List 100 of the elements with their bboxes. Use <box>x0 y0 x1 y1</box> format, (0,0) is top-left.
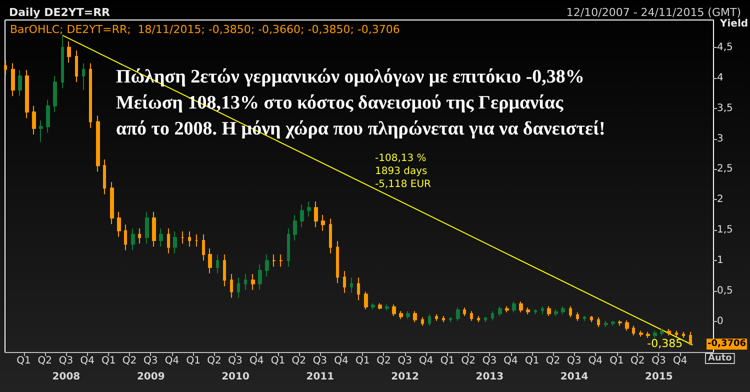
x-tick-label: Q2 <box>292 356 306 366</box>
candlestick <box>526 307 530 315</box>
x-tick-label: Q1 <box>525 356 540 366</box>
candlestick <box>167 228 170 254</box>
candlestick <box>392 304 396 317</box>
candlestick <box>378 302 382 310</box>
candlestick <box>216 254 219 274</box>
candlestick <box>258 264 262 290</box>
text: Auto <box>708 354 732 364</box>
candlestick <box>534 308 537 315</box>
x-tick-label: Q4 <box>588 356 603 366</box>
candlestick <box>667 328 671 336</box>
x-tick-label: Q2 <box>122 356 137 366</box>
x2-tick-label: 2015 <box>645 372 673 382</box>
y-tick-label: 1,5 <box>717 224 733 236</box>
x-tick-label: Q3 <box>652 356 666 366</box>
candlestick <box>124 224 127 251</box>
candlestick <box>307 201 311 218</box>
candlestick <box>195 234 198 248</box>
x-tick-label: Q1 <box>102 356 116 366</box>
x-tick-label: Q2 <box>376 356 391 366</box>
x-tick-label: Q2 <box>630 356 645 366</box>
x-tick-label: Q1 <box>270 356 286 366</box>
x2-tick-label: 2008 <box>52 372 80 382</box>
candlestick <box>625 320 629 332</box>
candlestick <box>364 291 368 310</box>
candlestick <box>449 316 452 323</box>
candlestick <box>279 254 283 268</box>
candlestick <box>561 306 565 315</box>
x-tick-label: Q3 <box>144 356 158 366</box>
candlestick <box>89 62 92 128</box>
candlestick <box>428 314 431 326</box>
x-tick-label: Q3 <box>312 356 328 366</box>
candlestick <box>18 69 22 97</box>
x-tick-label: Q3 <box>482 356 497 366</box>
candlestick <box>435 314 438 322</box>
x-tick-label: Q1 <box>610 356 624 366</box>
candlestick <box>4 59 7 76</box>
candlestick <box>675 330 678 338</box>
candlestick <box>406 310 410 320</box>
y-tick-label: 1 <box>717 255 724 266</box>
candlestick <box>152 211 156 248</box>
x-tick-label: Q2 <box>207 356 222 366</box>
y-tick-label: 0 <box>717 316 724 328</box>
candlestick <box>159 228 163 248</box>
candlestick <box>336 240 339 284</box>
x2-tick-label: 2012 <box>391 372 419 382</box>
candlestick <box>583 316 586 322</box>
candlestick <box>272 254 276 268</box>
candlestick <box>505 306 509 313</box>
candlestick <box>131 228 135 251</box>
candlestick <box>96 115 100 172</box>
candlestick <box>208 248 212 274</box>
candlestick <box>547 306 551 317</box>
candlestick <box>639 330 643 338</box>
annotation: -108,13 % 1893 days -5,118 EUR <box>375 153 432 190</box>
x-tick-label: Q3 <box>228 356 242 366</box>
candlestick <box>25 69 29 119</box>
x2-tick-label: 2011 <box>306 372 334 382</box>
candlestick <box>477 316 480 323</box>
candlestick <box>244 274 247 290</box>
candlestick <box>110 182 114 225</box>
annotation: -0,385 <box>647 336 683 350</box>
candlestick <box>39 120 43 142</box>
candlestick <box>463 307 466 317</box>
x-tick-label: Q1 <box>355 356 370 366</box>
candlestick <box>202 234 205 262</box>
candlestick <box>541 306 544 315</box>
candlestick <box>251 274 255 290</box>
candlestick <box>611 320 615 326</box>
x-tick-label: Q4 <box>419 356 434 366</box>
candlestick <box>265 254 269 277</box>
candlestick <box>321 214 325 232</box>
candlestick <box>413 310 417 323</box>
x-tick-label: Q1 <box>186 356 200 366</box>
candlestick <box>329 218 332 254</box>
y-tick-label: 2,5 <box>717 164 733 175</box>
candlestick <box>590 316 593 323</box>
candlestick <box>188 230 191 248</box>
y-tick-label: 3 <box>717 133 724 144</box>
candlestick <box>660 328 664 336</box>
x-tick-label: Q4 <box>250 356 264 366</box>
candlestick <box>618 320 622 326</box>
candlestick <box>498 306 502 317</box>
candlestick <box>491 310 494 321</box>
x2-tick-label: 2009 <box>136 372 165 382</box>
x2-tick-label: 2014 <box>560 372 588 382</box>
candlestick <box>653 330 657 338</box>
candlestick <box>82 62 85 91</box>
x-tick-label: Q4 <box>80 356 94 366</box>
candlestick <box>689 331 692 346</box>
candlestick <box>75 50 78 83</box>
candlestick <box>223 254 226 287</box>
y-tick-label: 2 <box>717 194 724 206</box>
candlestick <box>53 76 57 112</box>
y-axis-title: Yield <box>719 18 748 30</box>
candlestick <box>357 277 360 301</box>
candlestick <box>399 310 403 320</box>
candlestick <box>117 211 121 238</box>
x-tick-label: Q2 <box>546 356 560 366</box>
